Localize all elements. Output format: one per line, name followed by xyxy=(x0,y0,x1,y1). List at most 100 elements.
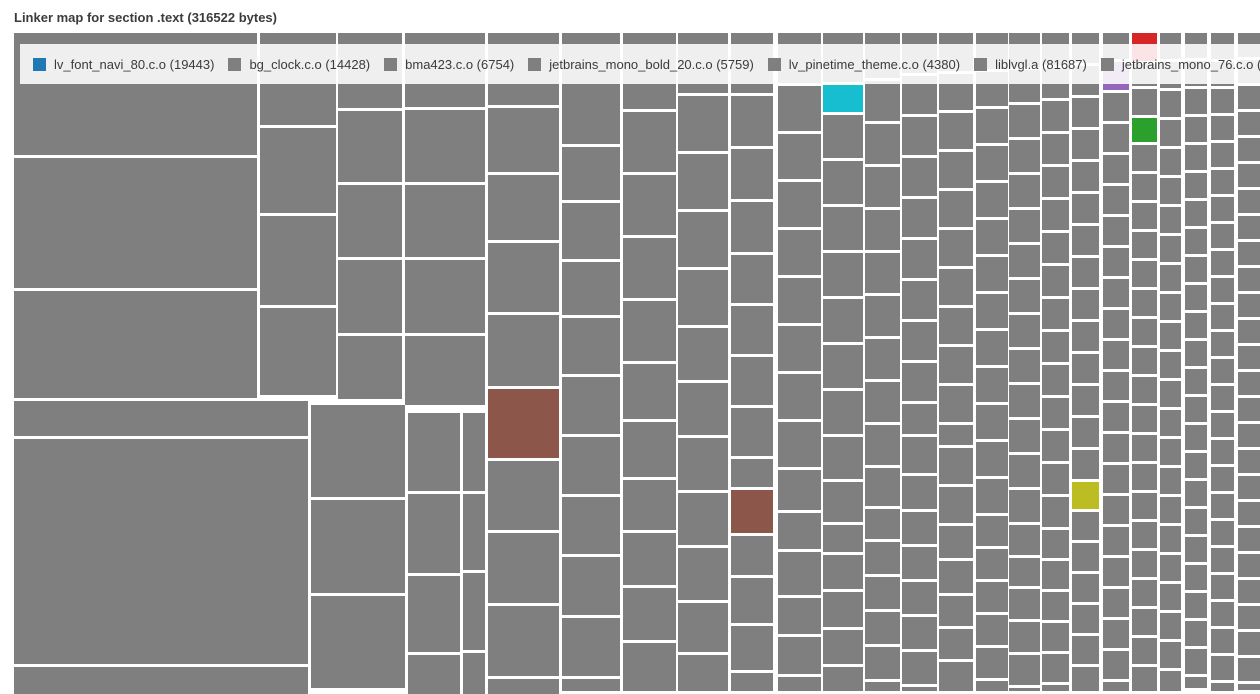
treemap-cell[interactable] xyxy=(1211,413,1234,437)
treemap-cell[interactable] xyxy=(1211,683,1234,691)
treemap-cell[interactable] xyxy=(1211,197,1234,221)
treemap-cell[interactable] xyxy=(1185,453,1207,478)
treemap-cell[interactable] xyxy=(623,588,676,640)
legend-item[interactable]: jetbrains_mono_bold_20.c.o (5759) xyxy=(528,57,754,72)
treemap-cell[interactable] xyxy=(1132,667,1157,691)
treemap-cell[interactable] xyxy=(1160,468,1181,494)
treemap-cell[interactable] xyxy=(1185,201,1207,226)
treemap-cell[interactable] xyxy=(1072,162,1099,191)
treemap-cell[interactable] xyxy=(1211,656,1234,680)
treemap-cell[interactable] xyxy=(778,278,821,323)
treemap-cell[interactable] xyxy=(488,108,559,172)
treemap-cell[interactable] xyxy=(778,86,821,131)
treemap-cell[interactable] xyxy=(1132,174,1157,200)
treemap-cell[interactable] xyxy=(1238,164,1260,187)
treemap-cell[interactable] xyxy=(865,542,900,574)
treemap-cell[interactable] xyxy=(1185,313,1207,338)
treemap-cell[interactable] xyxy=(14,401,308,436)
treemap-cell[interactable] xyxy=(1103,496,1129,524)
treemap-cell[interactable] xyxy=(902,687,937,691)
treemap-cell[interactable] xyxy=(488,533,559,603)
treemap-cell[interactable] xyxy=(1160,410,1181,436)
treemap-cell[interactable] xyxy=(1160,294,1181,320)
treemap-cell[interactable] xyxy=(1238,320,1260,343)
treemap-cell[interactable] xyxy=(1103,589,1129,617)
treemap-cell[interactable] xyxy=(731,536,773,575)
treemap-cell[interactable] xyxy=(1042,266,1069,296)
treemap-cell[interactable] xyxy=(1132,377,1157,403)
treemap-cell[interactable] xyxy=(338,336,402,399)
treemap-cell[interactable] xyxy=(1132,118,1157,142)
treemap-cell[interactable] xyxy=(1211,386,1234,410)
treemap-cell[interactable] xyxy=(939,526,973,558)
treemap-cell[interactable] xyxy=(1072,450,1099,479)
treemap-cell[interactable] xyxy=(1185,257,1207,282)
treemap-cell[interactable] xyxy=(902,117,937,155)
treemap-cell[interactable] xyxy=(1009,455,1040,487)
treemap-cell[interactable] xyxy=(1160,265,1181,291)
treemap-cell[interactable] xyxy=(731,408,773,456)
treemap-cell[interactable] xyxy=(678,212,728,267)
treemap-cell[interactable] xyxy=(1238,606,1260,629)
treemap-cell[interactable] xyxy=(488,175,559,240)
treemap-cell[interactable] xyxy=(1072,543,1099,571)
treemap-cell[interactable] xyxy=(865,612,900,644)
treemap-cell[interactable] xyxy=(488,315,559,386)
treemap-cell[interactable] xyxy=(902,199,937,237)
treemap-cell[interactable] xyxy=(1185,649,1207,674)
treemap-cell[interactable] xyxy=(1103,155,1129,183)
treemap-cell[interactable] xyxy=(1238,502,1260,525)
treemap-cell[interactable] xyxy=(823,253,863,296)
treemap-cell[interactable] xyxy=(1238,684,1260,690)
treemap-cell[interactable] xyxy=(1072,667,1099,691)
treemap-cell[interactable] xyxy=(1211,278,1234,302)
treemap-cell[interactable] xyxy=(939,191,973,227)
treemap-cell[interactable] xyxy=(1185,285,1207,310)
treemap-cell[interactable] xyxy=(562,618,620,676)
treemap-cell[interactable] xyxy=(902,512,937,544)
treemap-cell[interactable] xyxy=(311,500,405,593)
treemap-cell[interactable] xyxy=(1160,149,1181,175)
treemap-cell[interactable] xyxy=(405,185,485,257)
treemap-cell[interactable] xyxy=(1211,305,1234,329)
treemap-cell[interactable] xyxy=(1211,332,1234,356)
treemap-cell[interactable] xyxy=(1009,420,1040,452)
treemap-cell[interactable] xyxy=(939,347,973,383)
legend-item[interactable]: lv_font_navi_80.c.o (19443) xyxy=(33,57,214,72)
treemap-cell[interactable] xyxy=(623,480,676,530)
treemap-cell[interactable] xyxy=(1160,497,1181,523)
treemap-cell[interactable] xyxy=(562,203,620,259)
treemap-cell[interactable] xyxy=(1072,354,1099,383)
treemap-cell[interactable] xyxy=(939,308,973,344)
treemap-cell[interactable] xyxy=(865,425,900,465)
treemap-cell[interactable] xyxy=(1132,522,1157,548)
treemap-cell[interactable] xyxy=(976,183,1008,217)
treemap-cell[interactable] xyxy=(1211,116,1234,140)
treemap-cell[interactable] xyxy=(623,301,676,361)
treemap-cell[interactable] xyxy=(1072,226,1099,255)
treemap-cell[interactable] xyxy=(1211,89,1234,113)
treemap-cell[interactable] xyxy=(778,552,821,595)
treemap-cell[interactable] xyxy=(1185,397,1207,422)
treemap-cell[interactable] xyxy=(976,442,1008,476)
treemap-cell[interactable] xyxy=(976,220,1008,254)
treemap-cell[interactable] xyxy=(778,374,821,419)
treemap-cell[interactable] xyxy=(562,377,620,434)
treemap-cell[interactable] xyxy=(1132,551,1157,577)
treemap-cell[interactable] xyxy=(902,582,937,614)
treemap-cell[interactable] xyxy=(1009,385,1040,417)
treemap-cell[interactable] xyxy=(1009,558,1040,586)
treemap-cell[interactable] xyxy=(865,81,900,121)
treemap-cell[interactable] xyxy=(488,679,559,694)
treemap-cell[interactable] xyxy=(1160,236,1181,262)
treemap-cell[interactable] xyxy=(778,677,821,691)
treemap-cell[interactable] xyxy=(562,557,620,615)
treemap-cell[interactable] xyxy=(1160,323,1181,349)
treemap-cell[interactable] xyxy=(678,493,728,545)
treemap-cell[interactable] xyxy=(1103,682,1129,691)
treemap-cell[interactable] xyxy=(1211,440,1234,464)
treemap-cell[interactable] xyxy=(902,437,937,473)
treemap-cell[interactable] xyxy=(1103,434,1129,462)
treemap-cell[interactable] xyxy=(939,152,973,188)
treemap-cell[interactable] xyxy=(1072,636,1099,664)
